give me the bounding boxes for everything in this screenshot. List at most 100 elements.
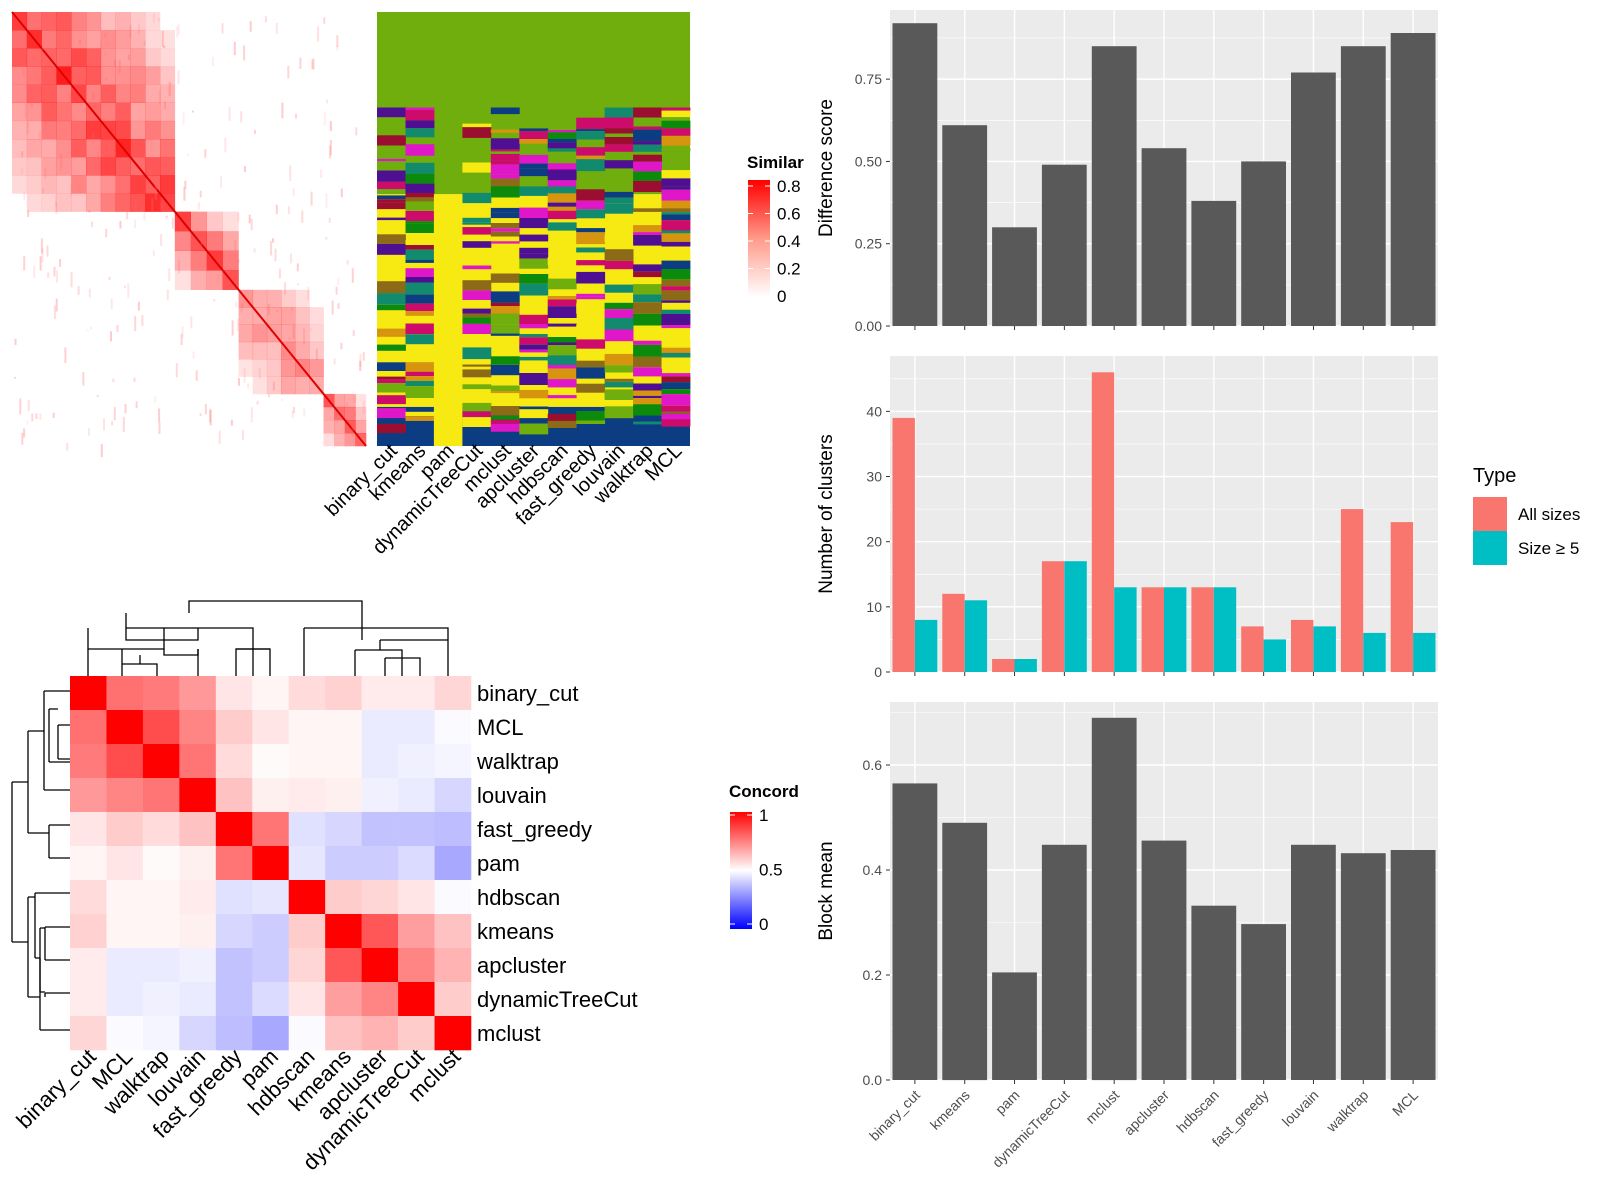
bar	[1091, 717, 1137, 1081]
similarity-speck	[295, 113, 297, 119]
label-cell	[405, 323, 435, 335]
label-cell	[519, 253, 549, 259]
label-cell	[604, 400, 634, 404]
label-cell	[576, 247, 606, 253]
label-cell	[490, 324, 520, 334]
bar-size-ge5	[1363, 632, 1386, 672]
similarity-speck	[272, 238, 275, 243]
similarity-cell	[26, 120, 42, 140]
y-tick-label: 0.6	[863, 757, 883, 773]
similarity-speck	[191, 110, 194, 113]
concordance-legend: Concord 1 0.5 0	[729, 782, 799, 934]
similarity-legend-title: Similar	[747, 153, 804, 172]
similarity-speck	[24, 103, 27, 119]
concordance-cell	[361, 982, 399, 1017]
similarity-speck	[137, 24, 140, 34]
label-cell	[633, 294, 662, 303]
similarity-speck	[88, 288, 91, 298]
similarity-speck	[26, 420, 29, 425]
concordance-cell	[398, 1016, 435, 1051]
similarity-cell	[56, 120, 72, 140]
label-cell	[604, 107, 634, 118]
label-cell	[377, 127, 406, 130]
similarity-cell	[56, 157, 72, 176]
label-cell	[519, 365, 549, 373]
similarity-speck	[275, 204, 278, 215]
label-cell	[576, 293, 606, 297]
similarity-speck	[91, 78, 94, 83]
similarity-cell	[86, 12, 102, 31]
similarity-speck	[250, 407, 253, 422]
column-dendrogram	[87, 600, 449, 676]
label-cell	[576, 271, 606, 284]
concordance-cell	[106, 914, 144, 949]
similarity-speck	[77, 286, 80, 295]
y-axis-label: Number of clusters	[816, 434, 837, 593]
concordance-cell	[434, 812, 472, 847]
concordance-cell	[434, 778, 472, 813]
label-cell	[405, 282, 435, 295]
concordance-cell	[215, 880, 253, 915]
similarity-cell	[145, 48, 161, 67]
label-cell	[547, 420, 577, 428]
similarity-legend-tick-label: 0.6	[777, 205, 801, 224]
similarity-cell	[160, 120, 176, 140]
label-cell	[661, 128, 691, 136]
similarity-cell	[130, 139, 146, 158]
concordance-cell	[215, 846, 253, 881]
label-cell	[604, 302, 634, 309]
concordance-cell	[70, 982, 107, 1017]
similarity-speck	[91, 113, 94, 119]
similarity-cell	[130, 66, 146, 85]
concordance-row-label: binary_cut	[477, 681, 579, 706]
label-cell	[405, 109, 435, 121]
similarity-speck	[53, 305, 56, 320]
label-cell	[633, 340, 662, 345]
similarity-speck	[240, 304, 243, 313]
similarity-speck	[69, 184, 72, 197]
similarity-cell	[174, 250, 191, 271]
similarity-speck	[291, 307, 294, 311]
label-cell	[604, 197, 634, 204]
label-cell	[377, 304, 406, 311]
label-cell	[576, 360, 606, 368]
label-cell	[547, 342, 577, 346]
label-cell	[490, 107, 520, 115]
similarity-speck	[145, 178, 148, 183]
similarity-speck	[224, 137, 227, 153]
similarity-speck	[119, 220, 122, 229]
similarity-speck	[212, 56, 214, 67]
concordance-cell	[361, 812, 399, 847]
bar-all-sizes	[1340, 509, 1364, 672]
concordance-cell	[252, 846, 290, 881]
bar-size-ge5	[1413, 632, 1436, 672]
similarity-speck	[46, 245, 49, 257]
label-cell	[405, 294, 435, 304]
concordance-cell	[252, 880, 290, 915]
similarity-speck	[151, 197, 154, 213]
similarity-speck	[200, 237, 203, 246]
similarity-legend-tick-label: 0	[777, 287, 786, 306]
difference-score-chart: 0.00 0.25 0.50 0.75 Difference score	[816, 10, 1438, 334]
bar	[1091, 46, 1137, 326]
label-cell	[604, 144, 634, 152]
concordance-cell	[179, 812, 217, 847]
similarity-speck	[221, 270, 224, 280]
concordance-row-label: apcluster	[477, 953, 566, 978]
similarity-speck	[165, 215, 168, 219]
concordance-cell	[398, 982, 435, 1017]
similarity-cell	[26, 66, 42, 85]
label-cell	[377, 135, 406, 146]
similarity-speck	[60, 153, 63, 170]
similarity-cell	[56, 84, 72, 103]
label-cell	[604, 329, 634, 342]
similarity-speck	[49, 74, 52, 85]
label-cell	[519, 314, 549, 324]
x-tick-label: binary_cut	[866, 1087, 923, 1144]
similarity-speck	[93, 60, 96, 74]
label-cell	[462, 127, 492, 138]
label-cell	[490, 406, 520, 416]
similarity-legend-tick-label: 0.8	[777, 177, 801, 196]
label-cell	[661, 314, 691, 326]
similarity-speck	[100, 444, 103, 458]
